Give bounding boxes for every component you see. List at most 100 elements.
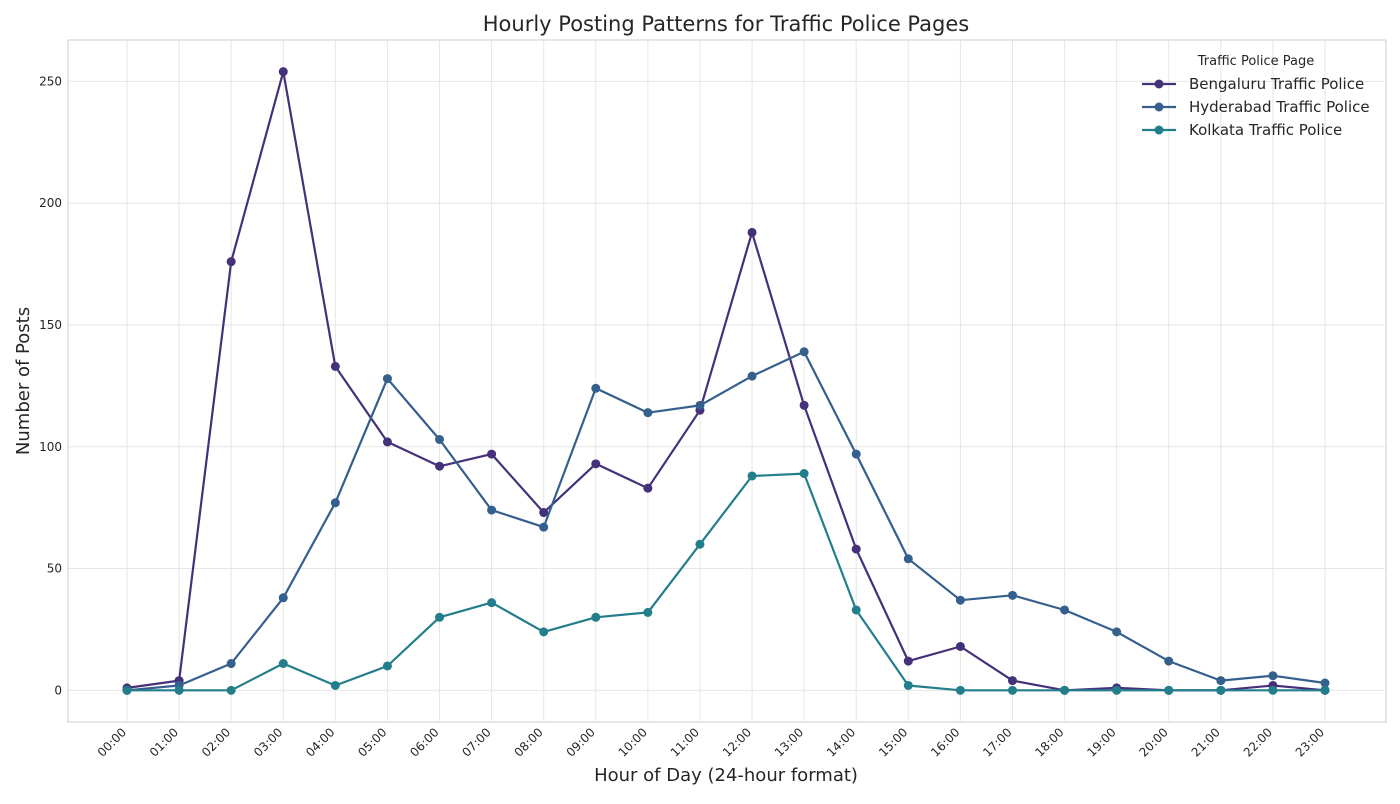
legend-item: Bengaluru Traffic Police <box>1142 75 1364 93</box>
data-point <box>799 400 809 410</box>
data-point <box>226 685 236 695</box>
legend-title: Traffic Police Page <box>1197 54 1315 69</box>
y-tick-label: 100 <box>39 440 62 454</box>
data-point <box>1060 605 1070 615</box>
x-tick-label: 23:00 <box>1293 725 1327 759</box>
x-tick-label: 09:00 <box>564 725 598 759</box>
legend-item: Kolkata Traffic Police <box>1142 121 1342 139</box>
x-tick-label: 01:00 <box>147 725 181 759</box>
data-point <box>1216 685 1226 695</box>
x-tick-label: 17:00 <box>980 725 1014 759</box>
data-point <box>278 67 288 77</box>
legend-label: Bengaluru Traffic Police <box>1189 75 1364 93</box>
data-point <box>1216 676 1226 686</box>
x-tick-label: 03:00 <box>251 725 285 759</box>
legend-label: Kolkata Traffic Police <box>1189 121 1342 139</box>
x-tick-label: 06:00 <box>407 725 441 759</box>
x-tick-label: 16:00 <box>928 725 962 759</box>
data-point <box>539 522 549 532</box>
y-axis-label: Number of Posts <box>13 307 34 455</box>
chart-title: Hourly Posting Patterns for Traffic Poli… <box>483 12 969 36</box>
data-point <box>278 659 288 669</box>
data-point <box>1112 685 1122 695</box>
data-point <box>747 227 757 237</box>
data-point <box>330 361 340 371</box>
data-point <box>1060 685 1070 695</box>
data-point <box>955 595 965 605</box>
x-tick-label: 13:00 <box>772 725 806 759</box>
x-tick-label: 21:00 <box>1189 725 1223 759</box>
data-point <box>226 659 236 669</box>
data-point <box>903 680 913 690</box>
data-point <box>799 347 809 357</box>
data-point <box>487 505 497 515</box>
plot-area <box>67 39 1387 723</box>
data-point <box>382 437 392 447</box>
x-tick-label: 07:00 <box>459 725 493 759</box>
data-point <box>1007 590 1017 600</box>
data-point <box>487 598 497 608</box>
data-point <box>487 449 497 459</box>
data-point <box>851 605 861 615</box>
data-point <box>382 661 392 671</box>
data-point <box>591 383 601 393</box>
x-tick-label: 18:00 <box>1032 725 1066 759</box>
data-point <box>226 257 236 267</box>
data-point <box>330 680 340 690</box>
series-line <box>126 350 1326 692</box>
data-point <box>174 685 184 695</box>
data-point <box>330 498 340 508</box>
data-point <box>955 641 965 651</box>
x-axis-ticks: 00:00 01:00 02:00 03:00 04:00 05:00 06:00 07:00… <box>95 725 1327 759</box>
data-point <box>435 461 445 471</box>
data-point <box>799 469 809 479</box>
data-point <box>122 685 132 695</box>
series-layer <box>122 67 1330 695</box>
data-point <box>539 508 549 518</box>
y-tick-label: 250 <box>39 74 62 88</box>
x-tick-label: 15:00 <box>876 725 910 759</box>
legend-marker <box>1154 125 1164 135</box>
legend-item: Hyderabad Traffic Police <box>1142 98 1370 116</box>
data-point <box>903 554 913 564</box>
data-point <box>1164 685 1174 695</box>
data-point <box>1320 685 1330 695</box>
y-axis-ticks: 0 50 100 150 200 250 <box>39 74 62 697</box>
x-tick-label: 12:00 <box>720 725 754 759</box>
data-point <box>643 408 653 418</box>
data-point <box>747 471 757 481</box>
data-point <box>851 449 861 459</box>
legend-label: Hyderabad Traffic Police <box>1189 98 1370 116</box>
data-point <box>747 371 757 381</box>
x-tick-label: 20:00 <box>1136 725 1170 759</box>
data-point <box>643 483 653 493</box>
data-point <box>1320 678 1330 688</box>
data-point <box>695 539 705 549</box>
y-tick-label: 50 <box>47 562 62 576</box>
data-point <box>591 612 601 622</box>
x-tick-label: 11:00 <box>668 725 702 759</box>
data-point <box>435 612 445 622</box>
legend-marker <box>1154 79 1164 89</box>
data-point <box>435 434 445 444</box>
y-tick-label: 0 <box>54 683 62 697</box>
data-point <box>955 685 965 695</box>
series-line <box>127 472 1325 692</box>
x-tick-label: 10:00 <box>616 725 650 759</box>
data-point <box>1112 627 1122 637</box>
data-point <box>1164 656 1174 666</box>
x-tick-label: 05:00 <box>355 725 389 759</box>
data-point <box>903 656 913 666</box>
series-2 <box>122 469 1330 695</box>
data-point <box>643 607 653 617</box>
data-point <box>382 374 392 384</box>
data-point <box>539 627 549 637</box>
series-line <box>126 70 1326 692</box>
legend: Traffic Police Page Bengaluru Traffic Po… <box>1142 54 1370 139</box>
x-tick-label: 22:00 <box>1241 725 1275 759</box>
data-point <box>1007 685 1017 695</box>
x-tick-label: 04:00 <box>303 725 337 759</box>
legend-marker <box>1154 102 1164 112</box>
